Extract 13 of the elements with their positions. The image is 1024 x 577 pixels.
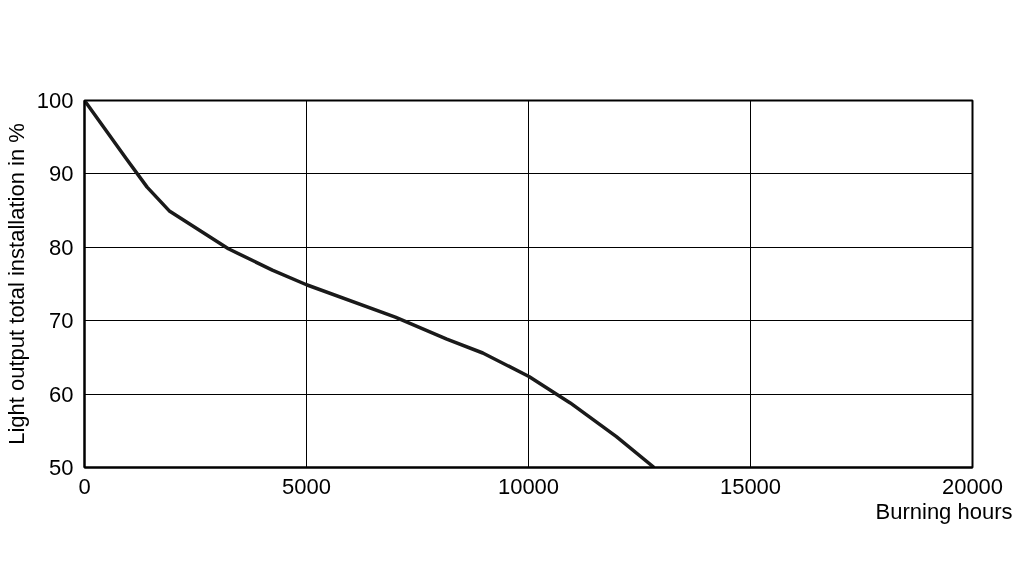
- y-tick-label: 90: [49, 161, 74, 187]
- y-tick-label: 50: [49, 455, 74, 480]
- x-tick-label: 10000: [497, 473, 560, 499]
- y-tick-label: 60: [49, 381, 74, 407]
- x-tick-label: 5000: [282, 473, 331, 499]
- y-axis-title: Light output total installation in %: [3, 123, 29, 445]
- y-tick-label: 70: [49, 308, 74, 334]
- x-tick-label: 15000: [719, 473, 782, 499]
- x-tick-label: 0: [78, 473, 91, 499]
- y-tick-label: 80: [49, 234, 74, 260]
- y-tick-label: 100: [36, 88, 74, 113]
- x-tick-label: 20000: [941, 473, 1004, 499]
- x-axis-title: Burning hours: [875, 498, 1013, 524]
